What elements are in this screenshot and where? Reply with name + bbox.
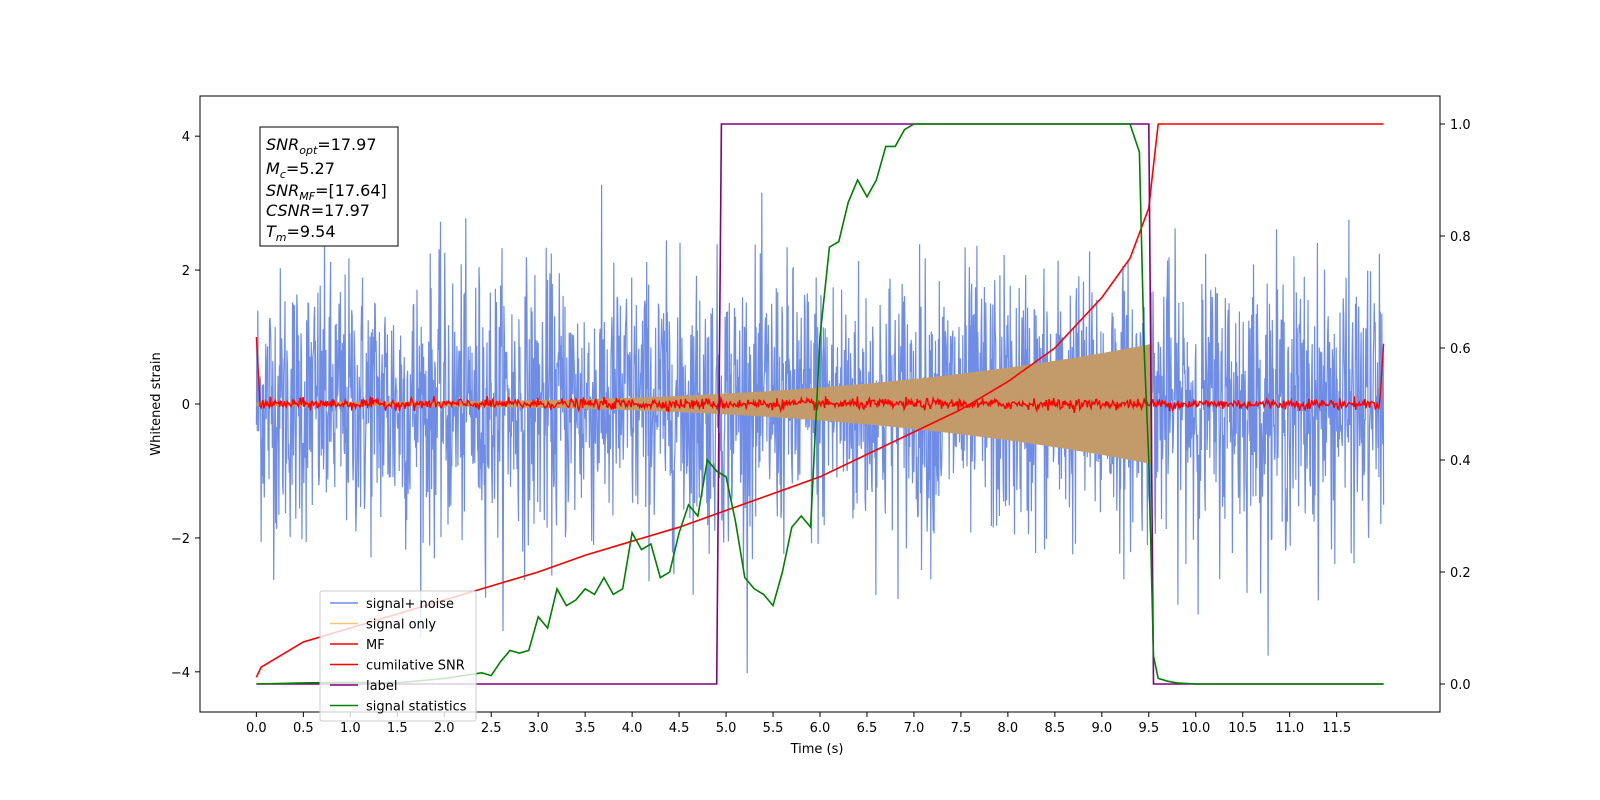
- y2-tick-label: 0.2: [1450, 566, 1471, 581]
- x-tick-label: 5.5: [763, 721, 784, 736]
- series-signal-noise: [255, 184, 1385, 674]
- legend-entry: signal+ noise: [366, 597, 454, 612]
- signal-layer: [255, 184, 1385, 674]
- x-tick-label: 8.0: [998, 721, 1019, 736]
- x-tick-label: 3.5: [575, 721, 596, 736]
- x-tick-label: 11.5: [1322, 721, 1351, 736]
- annotation-csnr: CSNR=17.97: [266, 201, 370, 220]
- legend-entry: signal only: [366, 618, 436, 633]
- y-tick-label: −2: [171, 532, 190, 547]
- legend: signal+ noise signal only MF cumilative SNR…: [319, 590, 477, 722]
- series-mf: [255, 336, 1385, 414]
- y2-tick-label: 0.4: [1450, 454, 1471, 469]
- x-axis-label: Time (s): [790, 742, 844, 757]
- x-tick-label: 0.0: [246, 721, 267, 736]
- x-tick-label: 6.0: [810, 721, 831, 736]
- y2-ticks: 1.0 0.8 0.6 0.4 0.2 0.0: [1440, 118, 1471, 693]
- y-tick-label: 2: [182, 264, 190, 279]
- annotation-mc: Mc=5.27: [266, 159, 335, 181]
- x-ticks: 0.0 0.5 1.0 1.5 2.0 2.5 3.0 3.5 4.0 4.5 5.0 5.5 6.0 6…: [246, 712, 1351, 736]
- y2-tick-label: 1.0: [1450, 118, 1471, 133]
- x-tick-label: 4.5: [669, 721, 690, 736]
- y-tick-label: 0: [182, 398, 190, 413]
- series-signal-statistics: [256, 123, 1384, 685]
- x-tick-label: 5.0: [716, 721, 737, 736]
- x-tick-label: 10.5: [1228, 721, 1257, 736]
- y-tick-label: 4: [182, 130, 190, 145]
- legend-entry: label: [366, 679, 397, 694]
- x-tick-label: 9.0: [1091, 721, 1112, 736]
- annotation-snr-mf: SNRMF=[17.64]: [266, 181, 387, 203]
- y-tick-label: −4: [171, 666, 190, 681]
- x-tick-label: 1.5: [387, 721, 408, 736]
- y2-tick-label: 0.6: [1450, 342, 1471, 357]
- legend-entry: MF: [366, 638, 385, 653]
- annotation-box: SNRopt=17.97 Mc=5.27 SNRMF=[17.64] CSNR=…: [259, 126, 399, 247]
- y-axis-label: Whitened strain: [149, 352, 164, 455]
- x-tick-label: 6.5: [857, 721, 878, 736]
- y-ticks: 4 2 0 −2 −4: [171, 130, 200, 681]
- x-tick-label: 9.5: [1138, 721, 1159, 736]
- x-tick-label: 7.5: [951, 721, 972, 736]
- x-tick-label: 0.5: [293, 721, 314, 736]
- legend-entry: signal statistics: [366, 700, 467, 715]
- x-tick-label: 3.0: [528, 721, 549, 736]
- annotation-tm: Tm=9.54: [266, 222, 336, 244]
- legend-entry: cumilative SNR: [366, 659, 465, 674]
- x-tick-label: 2.0: [434, 721, 455, 736]
- x-tick-label: 10.0: [1181, 721, 1210, 736]
- x-tick-label: 2.5: [481, 721, 502, 736]
- x-tick-label: 8.5: [1045, 721, 1066, 736]
- x-tick-label: 11.0: [1275, 721, 1304, 736]
- annotation-snr-opt: SNRopt=17.97: [266, 135, 377, 157]
- x-tick-label: 4.0: [622, 721, 643, 736]
- x-tick-label: 7.0: [904, 721, 925, 736]
- y2-tick-label: 0.8: [1450, 230, 1471, 245]
- y2-tick-label: 0.0: [1450, 678, 1471, 693]
- x-tick-label: 1.0: [340, 721, 361, 736]
